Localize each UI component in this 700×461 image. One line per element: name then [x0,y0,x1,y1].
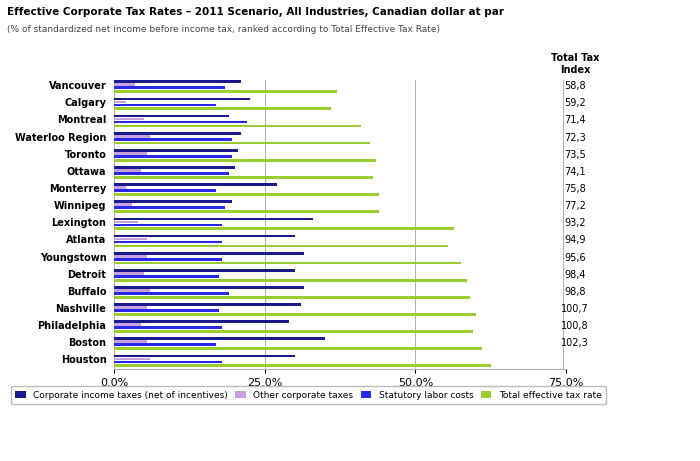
Bar [114,262,461,264]
Bar [114,104,216,106]
Bar [114,337,325,340]
Text: 59,2: 59,2 [564,98,586,108]
Bar [114,201,232,203]
Text: 98,8: 98,8 [564,287,586,297]
Bar [114,218,313,220]
Bar [114,320,289,323]
Text: 102,3: 102,3 [561,338,589,348]
Text: (% of standardized net income before income tax, ranked according to Total Effec: (% of standardized net income before inc… [7,25,440,35]
Text: 77,2: 77,2 [564,201,586,211]
Bar [114,121,246,124]
Bar [114,289,150,292]
Bar [114,155,232,158]
Bar [114,100,126,103]
Bar [114,279,466,282]
Bar [114,235,295,237]
Bar [114,343,216,346]
Bar [114,224,223,226]
Bar [114,365,491,367]
Bar [114,355,295,357]
Bar [114,83,135,86]
Bar [114,98,250,100]
Bar [114,203,132,206]
Bar [114,258,223,260]
Text: 95,6: 95,6 [564,253,586,262]
Bar [114,313,475,316]
Bar [114,90,337,93]
Bar [114,238,147,240]
Bar [114,169,141,172]
Bar [114,292,228,295]
Bar [114,124,361,127]
Bar [114,115,228,118]
Bar [114,306,147,309]
Bar [114,159,376,162]
Bar [114,118,144,120]
Bar [114,347,482,350]
Bar [114,81,241,83]
Text: 58,8: 58,8 [564,81,586,91]
Bar [114,176,373,179]
Bar [114,358,150,361]
Bar [114,255,147,258]
Bar [114,309,220,312]
Bar [114,303,301,306]
Bar [114,361,223,363]
Bar [114,152,147,155]
Bar [114,87,225,89]
Bar [114,296,470,299]
Text: 100,8: 100,8 [561,321,589,331]
Bar [114,138,232,141]
Text: Total Tax
Index: Total Tax Index [551,53,599,75]
Bar [114,330,473,333]
Bar [114,149,237,152]
Bar [114,166,234,169]
Bar [114,220,138,223]
Bar [114,272,144,275]
Bar [114,183,276,186]
Bar [114,341,147,343]
Legend: Corporate income taxes (net of incentives), Other corporate taxes, Statutory lab: Corporate income taxes (net of incentive… [10,386,606,404]
Text: 100,7: 100,7 [561,304,589,314]
Text: Effective Corporate Tax Rates – 2011 Scenario, All Industries, Canadian dollar a: Effective Corporate Tax Rates – 2011 Sce… [7,7,504,17]
Bar [114,172,228,175]
Text: 93,2: 93,2 [564,218,586,228]
Text: 94,9: 94,9 [564,236,586,245]
Bar [114,323,141,326]
Bar [114,107,331,110]
Bar [114,186,126,189]
Bar [114,244,449,247]
Bar [114,189,216,192]
Bar [114,326,223,329]
Bar [114,210,379,213]
Text: 72,3: 72,3 [564,133,586,142]
Text: 75,8: 75,8 [564,184,586,194]
Bar [114,252,304,254]
Bar [114,227,454,230]
Bar [114,132,241,135]
Bar [114,193,379,196]
Bar [114,135,150,137]
Bar [114,269,295,272]
Text: 73,5: 73,5 [564,150,586,160]
Text: 71,4: 71,4 [564,115,586,125]
Bar [114,207,225,209]
Bar [114,275,220,278]
Text: 74,1: 74,1 [564,167,586,177]
Bar [114,142,370,144]
Bar [114,286,304,289]
Bar [114,241,223,243]
Text: 98,4: 98,4 [564,270,586,280]
